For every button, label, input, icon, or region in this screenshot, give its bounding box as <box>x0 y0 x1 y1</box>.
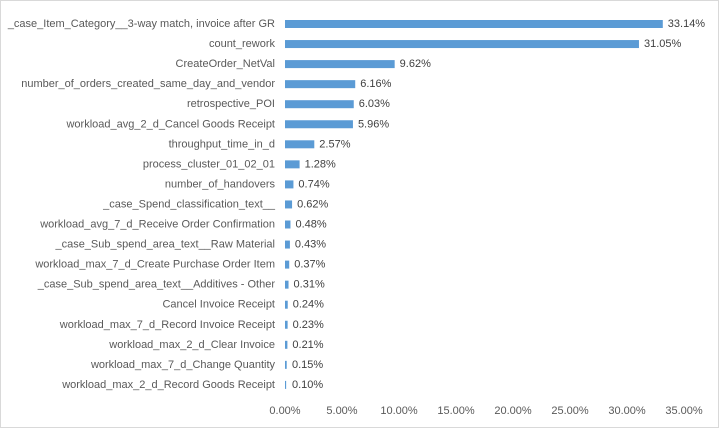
category-label: workload_avg_7_d_Receive Order Confirmat… <box>39 219 275 231</box>
bar <box>285 80 356 89</box>
category-label: count_rework <box>209 38 276 50</box>
category-labels: _case_Item_Category__3-way match, invoic… <box>7 18 276 391</box>
bar <box>285 360 287 369</box>
category-label: retrospective_POI <box>187 98 275 110</box>
data-label: 5.96% <box>358 118 389 130</box>
x-tick-label: 10.00% <box>380 405 418 417</box>
category-label: workload_max_7_d_Record Invoice Receipt <box>59 319 275 331</box>
data-label: 0.31% <box>294 279 325 291</box>
bar <box>285 340 288 349</box>
data-label: 6.16% <box>360 78 391 90</box>
data-label: 0.62% <box>297 198 328 210</box>
data-label: 1.28% <box>305 158 336 170</box>
bar <box>285 180 294 189</box>
bar <box>285 200 293 209</box>
category-label: workload_max_2_d_Clear Invoice <box>108 339 275 351</box>
data-label: 0.10% <box>292 379 323 391</box>
data-label: 31.05% <box>644 38 682 50</box>
bar <box>285 20 663 28</box>
bar <box>285 220 291 229</box>
x-tick-label: 25.00% <box>551 405 589 417</box>
data-label: 6.03% <box>359 98 390 110</box>
bar <box>285 280 289 289</box>
bar <box>285 160 300 169</box>
category-label: workload_max_2_d_Record Goods Receipt <box>61 379 275 391</box>
category-label: Cancel Invoice Receipt <box>162 299 275 311</box>
bar <box>285 140 315 149</box>
bar <box>285 380 287 389</box>
data-label: 0.43% <box>295 239 326 251</box>
bar <box>285 60 395 69</box>
bar <box>285 100 354 109</box>
data-label: 0.48% <box>295 219 326 231</box>
data-label: 33.14% <box>668 18 706 30</box>
x-tick-label: 35.00% <box>665 405 703 417</box>
bar <box>285 320 288 329</box>
category-label: _case_Spend_classification_text__ <box>102 198 276 210</box>
category-label: number_of_orders_created_same_day_and_ve… <box>21 78 275 90</box>
category-label: process_cluster_01_02_01 <box>143 158 275 170</box>
category-label: _case_Sub_spend_area_text__Raw Material <box>54 239 275 251</box>
x-tick-label: 30.00% <box>608 405 646 417</box>
bar <box>285 260 290 269</box>
data-label: 0.21% <box>292 339 323 351</box>
data-label: 0.37% <box>294 259 325 271</box>
data-label: 0.15% <box>292 359 323 371</box>
x-tick-label: 15.00% <box>437 405 475 417</box>
category-label: workload_max_7_d_Create Purchase Order I… <box>34 259 275 271</box>
category-label: workload_avg_2_d_Cancel Goods Receipt <box>65 118 275 130</box>
x-axis-tick-labels: 0.00% 5.00% 10.00% 15.00% 20.00% 25.00% 30.00%… <box>269 405 702 417</box>
bar <box>285 240 290 249</box>
bar <box>285 300 288 309</box>
data-label: 0.24% <box>293 299 324 311</box>
bar <box>285 40 639 49</box>
x-tick-label: 5.00% <box>326 405 357 417</box>
category-label: _case_Item_Category__3-way match, invoic… <box>7 18 275 30</box>
category-label: number_of_handovers <box>165 178 276 190</box>
data-label: 2.57% <box>319 138 350 150</box>
x-tick-label: 20.00% <box>494 405 532 417</box>
data-label: 0.23% <box>293 319 324 331</box>
bars <box>285 20 663 389</box>
data-label: 0.74% <box>298 178 329 190</box>
category-label: CreateOrder_NetVal <box>176 58 275 70</box>
bar <box>285 120 353 129</box>
data-label: 9.62% <box>400 58 431 70</box>
data-labels: 33.14% 31.05% 9.62% 6.16% 6.03% 5.96% 2.57% 1.2… <box>292 18 705 391</box>
x-tick-label: 0.00% <box>269 405 300 417</box>
category-label: workload_max_7_d_Change Quantity <box>90 359 276 371</box>
category-label: _case_Sub_spend_area_text__Additives - O… <box>37 279 276 291</box>
category-label: throughput_time_in_d <box>169 138 275 150</box>
